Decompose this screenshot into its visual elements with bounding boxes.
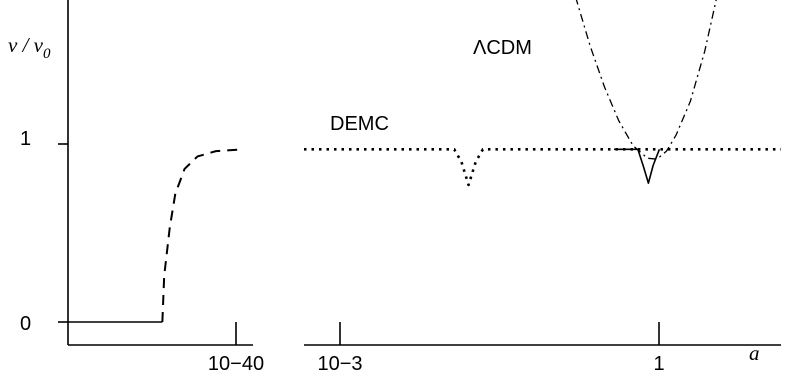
axes [67,0,781,346]
right-series-cdm-1 [575,0,717,160]
y-tick-label-0: 0 [20,313,31,335]
y-axis-label-numerator: v [8,33,18,57]
ticks [58,143,660,345]
x-axis-label: a [749,341,760,365]
y-axis-label-denominator: v [34,33,44,57]
series [68,0,781,323]
demc-label: DEMC [330,113,389,135]
x-tick-label-10-40: 10−40 [208,353,264,375]
left-series-dashed-1 [161,148,244,323]
y-axis-label-subscript: 0 [43,46,51,62]
y-tick-label-1: 1 [20,128,31,150]
right-series-demc-0 [304,148,781,187]
y-axis-label-separator: / [17,33,33,57]
right-series-solid-2 [614,148,661,184]
x-tick-label-1: 1 [653,353,664,375]
x-tick-label-10-3: 10−3 [317,353,362,375]
lcdm-label: ΛCDM [473,37,532,59]
y-axis-label: v / v0 [8,33,51,62]
